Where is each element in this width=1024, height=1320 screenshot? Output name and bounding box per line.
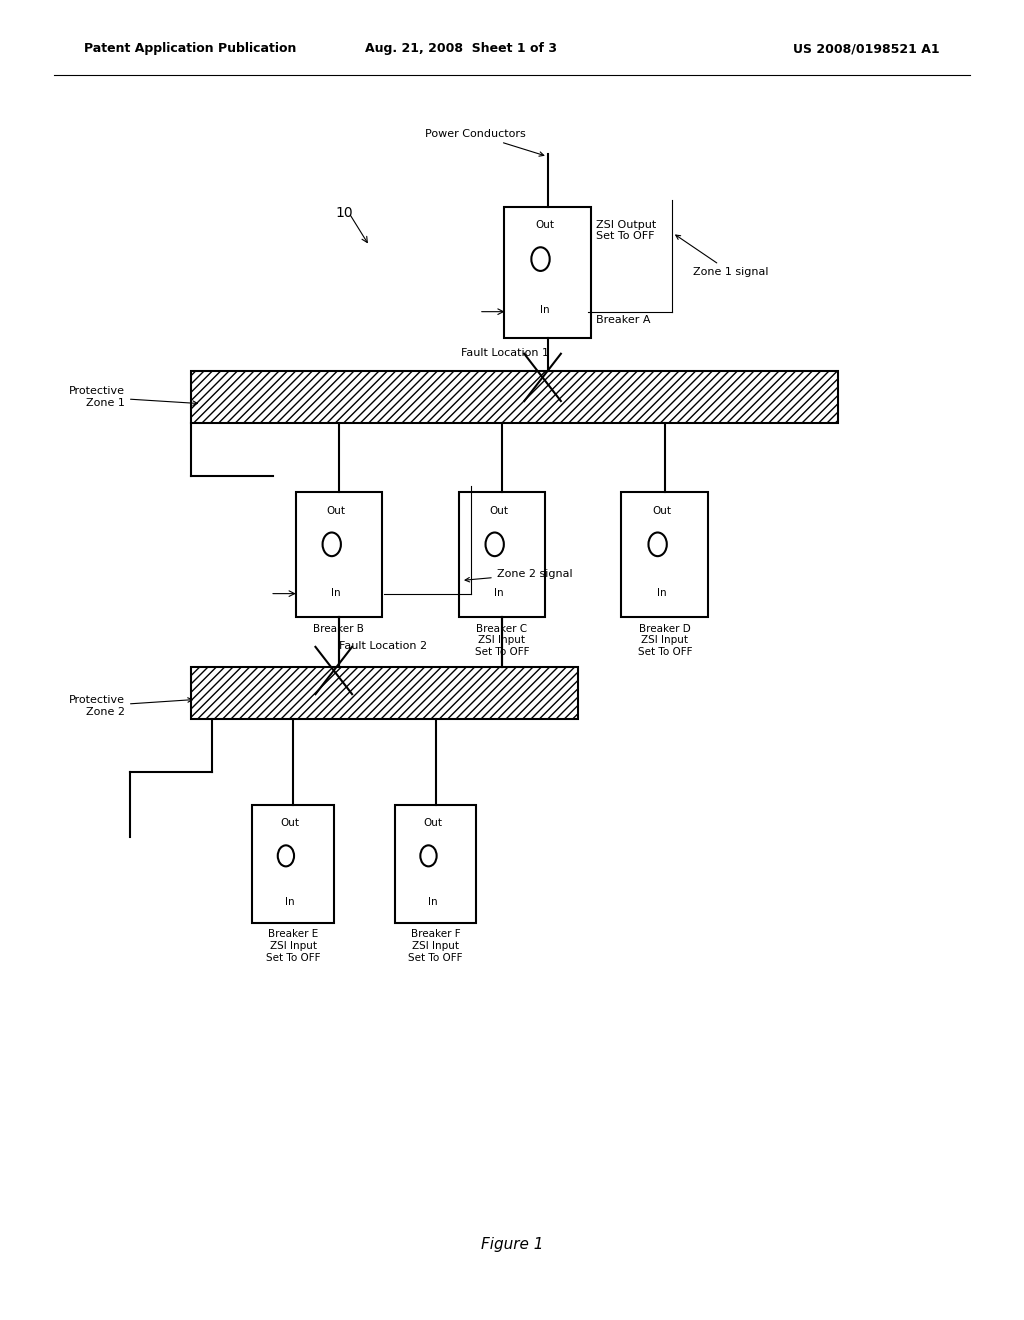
Text: Breaker C
ZSI Input
Set To OFF: Breaker C ZSI Input Set To OFF	[474, 624, 529, 657]
Bar	[191, 667, 579, 719]
Text: In: In	[331, 589, 341, 598]
Bar	[505, 206, 591, 338]
Text: Aug. 21, 2008  Sheet 1 of 3: Aug. 21, 2008 Sheet 1 of 3	[366, 42, 557, 55]
Text: Figure 1: Figure 1	[480, 1237, 544, 1253]
Text: In: In	[540, 305, 550, 315]
Text: Protective
Zone 2: Protective Zone 2	[69, 696, 193, 717]
Text: In: In	[657, 589, 667, 598]
Text: In: In	[494, 589, 504, 598]
Text: Out: Out	[489, 506, 508, 516]
Text: ZSI Output
Set To OFF: ZSI Output Set To OFF	[596, 219, 656, 242]
Text: Out: Out	[652, 506, 671, 516]
Text: Protective
Zone 1: Protective Zone 1	[69, 387, 198, 408]
Text: Zone 1 signal: Zone 1 signal	[676, 235, 768, 277]
Text: 10: 10	[335, 206, 353, 220]
Bar	[459, 492, 545, 618]
Bar	[252, 805, 334, 923]
Text: Fault Location 1: Fault Location 1	[461, 347, 549, 358]
Text: In: In	[285, 896, 295, 907]
Bar	[296, 492, 382, 618]
Text: US 2008/0198521 A1: US 2008/0198521 A1	[794, 42, 940, 55]
Text: Breaker F
ZSI Input
Set To OFF: Breaker F ZSI Input Set To OFF	[409, 929, 463, 962]
Text: Out: Out	[281, 817, 299, 828]
Bar	[191, 371, 838, 424]
Bar	[622, 492, 708, 618]
Text: Power Conductors: Power Conductors	[425, 129, 544, 156]
Text: Breaker B: Breaker B	[313, 624, 365, 634]
Text: Breaker E
ZSI Input
Set To OFF: Breaker E ZSI Input Set To OFF	[266, 929, 321, 962]
Text: Breaker A: Breaker A	[596, 314, 650, 325]
Text: Zone 2 signal: Zone 2 signal	[465, 569, 572, 582]
Text: Out: Out	[536, 219, 554, 230]
Text: Fault Location 2: Fault Location 2	[339, 640, 427, 651]
Text: Out: Out	[327, 506, 345, 516]
Text: Patent Application Publication: Patent Application Publication	[84, 42, 297, 55]
Text: Out: Out	[423, 817, 442, 828]
Text: Breaker D
ZSI Input
Set To OFF: Breaker D ZSI Input Set To OFF	[638, 624, 692, 657]
Bar	[395, 805, 476, 923]
Text: In: In	[428, 896, 437, 907]
